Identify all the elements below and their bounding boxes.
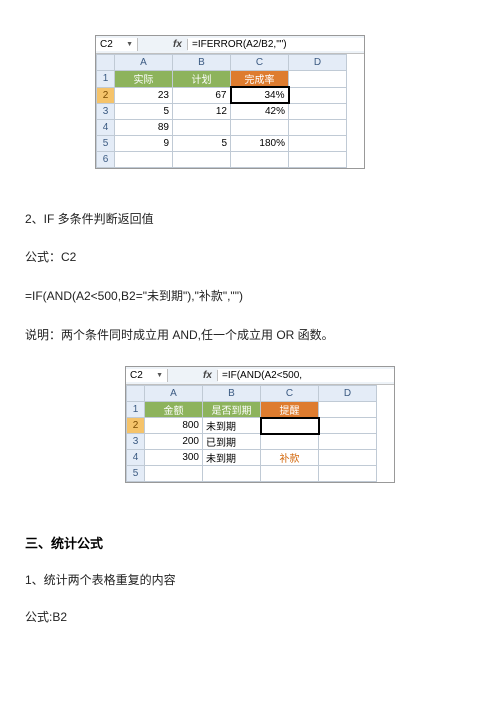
fx-icon: fx	[198, 370, 218, 381]
row2-4: 4	[127, 450, 145, 466]
cell-C4	[231, 119, 289, 135]
cell-A6	[115, 151, 173, 167]
corner-cell	[97, 55, 115, 71]
cell2-C5	[261, 466, 319, 482]
text-formula-b2: 公式:B2	[25, 609, 475, 626]
cell2-B3: 已到期	[203, 434, 261, 450]
row2-5: 5	[127, 466, 145, 482]
col-C: C	[231, 55, 289, 71]
cell2-C3	[261, 434, 319, 450]
cell-D1	[289, 71, 347, 88]
cell-D4	[289, 119, 347, 135]
row2-1: 1	[127, 401, 145, 418]
cell-reference-box-2: C2 ▼	[126, 369, 168, 382]
spreadsheet-grid-2: A B C D 1 金额 是否到期 提醒 2 800 未到期 3 200 已到期	[126, 385, 377, 483]
cell-A3: 5	[115, 103, 173, 119]
cell2-B4: 未到期	[203, 450, 261, 466]
heading-stats: 三、统计公式	[25, 533, 475, 552]
text-if-multi: 2、IF 多条件判断返回值	[25, 211, 475, 228]
cell2-A3: 200	[145, 434, 203, 450]
row-3: 3	[97, 103, 115, 119]
formula-text-1: =IFERROR(A2/B2,"")	[188, 38, 364, 51]
excel-screenshot-1: C2 ▼ fx =IFERROR(A2/B2,"") A B C D 1 实际 …	[95, 35, 365, 169]
cell-D3	[289, 103, 347, 119]
cell-C2-selected: 34%	[231, 87, 289, 103]
col2-B: B	[203, 385, 261, 401]
cell-ref-text-1: C2	[100, 39, 113, 50]
text-explanation: 说明：两个条件同时成立用 AND,任一个成立用 OR 函数。	[25, 327, 475, 344]
cell-C3: 42%	[231, 103, 289, 119]
formula-text-2: =IF(AND(A2<500,	[218, 369, 394, 382]
cell-reference-box-1: C2 ▼	[96, 38, 138, 51]
cell2-A5	[145, 466, 203, 482]
dropdown-icon: ▼	[126, 41, 133, 48]
formula-bar-1: C2 ▼ fx =IFERROR(A2/B2,"")	[96, 36, 364, 54]
row2-3: 3	[127, 434, 145, 450]
row2-2: 2	[127, 418, 145, 434]
cell2-D1	[319, 401, 377, 418]
spreadsheet-grid-1: A B C D 1 实际 计划 完成率 2 23 67 34% 3 5 12 4…	[96, 54, 347, 168]
cell-ref-text-2: C2	[130, 370, 143, 381]
header-plan: 计划	[173, 71, 231, 88]
cell2-B2: 未到期	[203, 418, 261, 434]
header-rate: 完成率	[231, 71, 289, 88]
cell2-B5	[203, 466, 261, 482]
text-stat-dup: 1、统计两个表格重复的内容	[25, 572, 475, 589]
cell-D2	[289, 87, 347, 103]
col2-A: A	[145, 385, 203, 401]
cell-B4	[173, 119, 231, 135]
header-actual: 实际	[115, 71, 173, 88]
cell2-D2	[319, 418, 377, 434]
cell-A4: 89	[115, 119, 173, 135]
cell-B2: 67	[173, 87, 231, 103]
cell-B3: 12	[173, 103, 231, 119]
row-4: 4	[97, 119, 115, 135]
col-A: A	[115, 55, 173, 71]
row-1: 1	[97, 71, 115, 88]
cell-C6	[231, 151, 289, 167]
cell2-C2-selected	[261, 418, 319, 434]
row-6: 6	[97, 151, 115, 167]
cell-D6	[289, 151, 347, 167]
cell-A5: 9	[115, 135, 173, 151]
header-remind: 提醒	[261, 401, 319, 418]
row-5: 5	[97, 135, 115, 151]
fx-icon: fx	[168, 39, 188, 50]
cell2-D4	[319, 450, 377, 466]
cell2-A2: 800	[145, 418, 203, 434]
col-B: B	[173, 55, 231, 71]
cell2-D5	[319, 466, 377, 482]
col2-D: D	[319, 385, 377, 401]
header-due: 是否到期	[203, 401, 261, 418]
cell2-D3	[319, 434, 377, 450]
cell-D5	[289, 135, 347, 151]
cell-B6	[173, 151, 231, 167]
corner-cell-2	[127, 385, 145, 401]
cell-C5: 180%	[231, 135, 289, 151]
cell-A2: 23	[115, 87, 173, 103]
col-D: D	[289, 55, 347, 71]
cell2-C4: 补款	[261, 450, 319, 466]
excel-screenshot-2: C2 ▼ fx =IF(AND(A2<500, A B C D 1 金额 是否到…	[125, 366, 395, 484]
cell-B5: 5	[173, 135, 231, 151]
text-formula-c2: 公式：C2	[25, 249, 475, 266]
text-formula-full: =IF(AND(A2<500,B2="未到期"),"补款","")	[25, 288, 475, 305]
cell2-A4: 300	[145, 450, 203, 466]
formula-bar-2: C2 ▼ fx =IF(AND(A2<500,	[126, 367, 394, 385]
row-2: 2	[97, 87, 115, 103]
header-amount: 金额	[145, 401, 203, 418]
dropdown-icon: ▼	[156, 372, 163, 379]
col2-C: C	[261, 385, 319, 401]
